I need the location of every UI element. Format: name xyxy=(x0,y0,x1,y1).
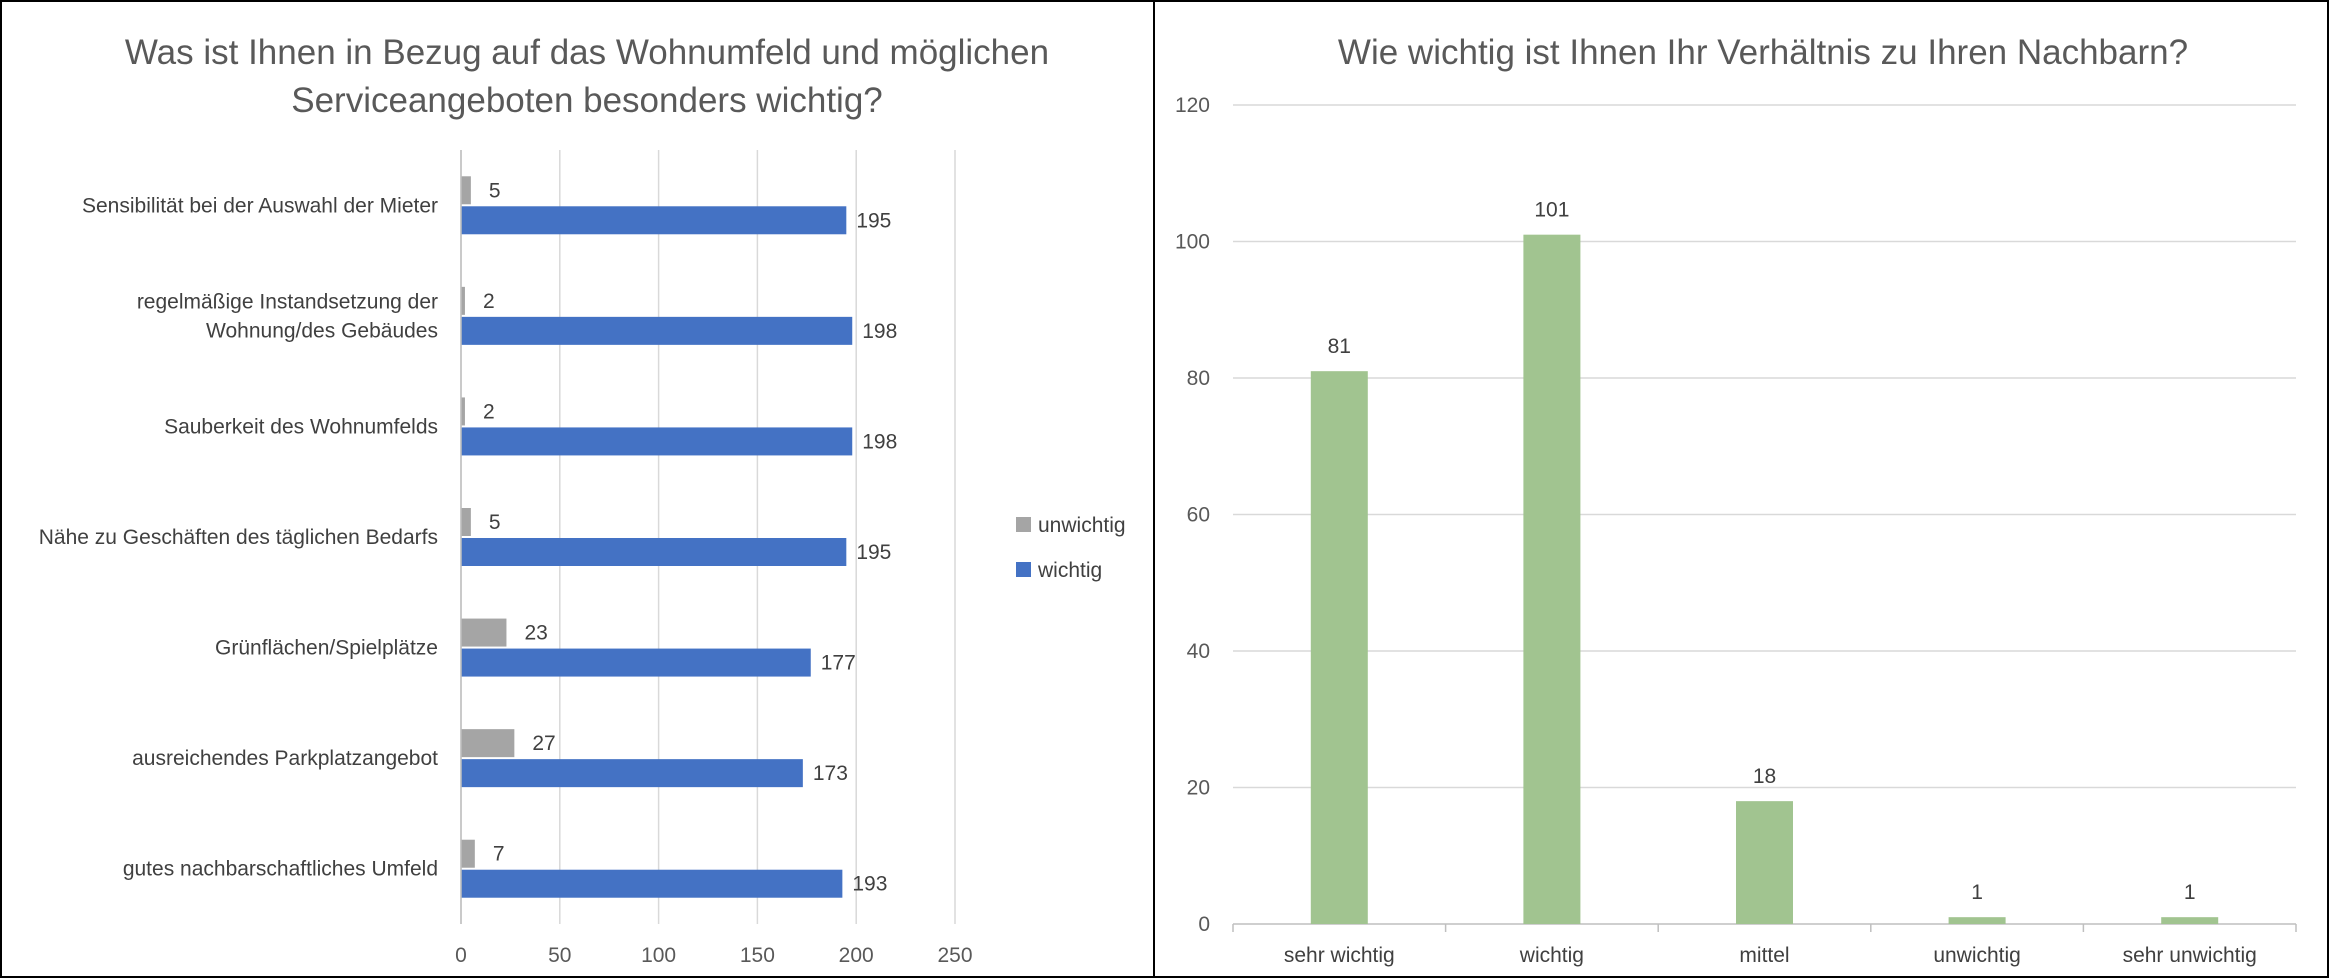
data-label-unwichtig: 5 xyxy=(489,179,501,202)
x-category-label: sehr wichtig xyxy=(1284,944,1395,967)
x-tick-label: 150 xyxy=(740,944,775,967)
bar xyxy=(1948,917,2006,924)
legend-label-wichtig: wichtig xyxy=(1037,559,1102,582)
bar xyxy=(2161,917,2219,924)
legend-label-unwichtig: unwichtig xyxy=(1038,514,1126,537)
chart-panel-right: Wie wichtig ist Ihnen Ihr Verhältnis zu … xyxy=(1153,0,2329,978)
bar-unwichtig xyxy=(461,618,507,647)
data-label-wichtig: 195 xyxy=(856,209,891,232)
y-tick-label: 0 xyxy=(1198,913,1210,936)
category-label: Sensibilität bei der Auswahl der Mieter xyxy=(82,194,438,217)
category-label: regelmäßige Instandsetzung der xyxy=(137,290,438,313)
bar-wichtig xyxy=(461,869,843,898)
data-label: 1 xyxy=(2184,881,2196,904)
category-label: Nähe zu Geschäften des täglichen Bedarfs xyxy=(39,526,438,549)
y-tick-label: 60 xyxy=(1187,504,1210,527)
bar-unwichtig xyxy=(461,397,465,426)
bar-wichtig xyxy=(461,427,853,456)
data-label-wichtig: 193 xyxy=(852,873,887,896)
y-tick-label: 80 xyxy=(1187,367,1210,390)
data-label-wichtig: 195 xyxy=(856,541,891,564)
x-category-label: mittel xyxy=(1739,944,1789,967)
category-label: Grünflächen/Spielplätze xyxy=(215,637,438,660)
y-tick-label: 100 xyxy=(1175,231,1210,254)
category-label: Sauberkeit des Wohnumfelds xyxy=(164,415,438,438)
bar xyxy=(1736,801,1793,924)
x-tick-label: 100 xyxy=(641,944,676,967)
data-label-unwichtig: 7 xyxy=(493,843,505,866)
data-label-unwichtig: 5 xyxy=(489,511,501,534)
data-label: 101 xyxy=(1534,199,1569,222)
data-label-wichtig: 198 xyxy=(862,320,897,343)
category-label: ausreichendes Parkplatzangebot xyxy=(132,747,438,770)
chart-title-line-2: Serviceangeboten besonders wichtig? xyxy=(291,81,883,120)
x-category-label: wichtig xyxy=(1519,944,1584,967)
y-tick-label: 40 xyxy=(1187,640,1210,663)
bar-unwichtig xyxy=(461,508,471,536)
bar-wichtig xyxy=(461,206,847,235)
x-tick-label: 200 xyxy=(839,944,874,967)
x-category-label: unwichtig xyxy=(1933,944,2021,967)
bar-unwichtig xyxy=(461,839,475,868)
x-tick-label: 50 xyxy=(548,944,571,967)
horizontal-bar-chart: Was ist Ihnen in Bezug auf das Wohnumfel… xyxy=(39,33,1126,967)
bar-unwichtig xyxy=(461,286,465,315)
bar-unwichtig xyxy=(461,176,471,205)
legend-swatch-wichtig xyxy=(1016,562,1031,577)
legend-swatch-unwichtig xyxy=(1016,517,1031,532)
data-label-wichtig: 173 xyxy=(813,762,848,785)
data-label-wichtig: 198 xyxy=(862,430,897,453)
bar-wichtig xyxy=(461,759,803,788)
bar-wichtig xyxy=(461,648,811,677)
bar-wichtig xyxy=(461,538,847,566)
y-tick-label: 120 xyxy=(1175,94,1210,117)
data-label: 1 xyxy=(1971,881,1983,904)
data-label-unwichtig: 2 xyxy=(483,400,495,423)
category-label: Wohnung/des Gebäudes xyxy=(206,319,438,342)
x-category-label: sehr unwichtig xyxy=(2123,944,2257,967)
data-label-unwichtig: 2 xyxy=(483,290,495,313)
chart-title-line-1: Was ist Ihnen in Bezug auf das Wohnumfel… xyxy=(125,33,1049,72)
bar-wichtig xyxy=(461,316,853,345)
chart-panel-left: Was ist Ihnen in Bezug auf das Wohnumfel… xyxy=(0,0,1155,978)
chart-title: Wie wichtig ist Ihnen Ihr Verhältnis zu … xyxy=(1338,33,2188,72)
vertical-bar-chart: Wie wichtig ist Ihnen Ihr Verhältnis zu … xyxy=(1175,33,2297,967)
y-tick-label: 20 xyxy=(1187,777,1210,800)
data-label-wichtig: 177 xyxy=(821,652,856,675)
data-label-unwichtig: 27 xyxy=(532,732,555,755)
data-label: 81 xyxy=(1328,335,1351,358)
x-tick-label: 250 xyxy=(937,944,972,967)
data-label-unwichtig: 23 xyxy=(524,622,547,645)
category-label: gutes nachbarschaftliches Umfeld xyxy=(123,858,438,881)
bar xyxy=(1310,371,1368,924)
bar-unwichtig xyxy=(461,729,515,758)
x-tick-label: 0 xyxy=(455,944,467,967)
data-label: 18 xyxy=(1753,765,1776,788)
bar xyxy=(1523,234,1581,925)
